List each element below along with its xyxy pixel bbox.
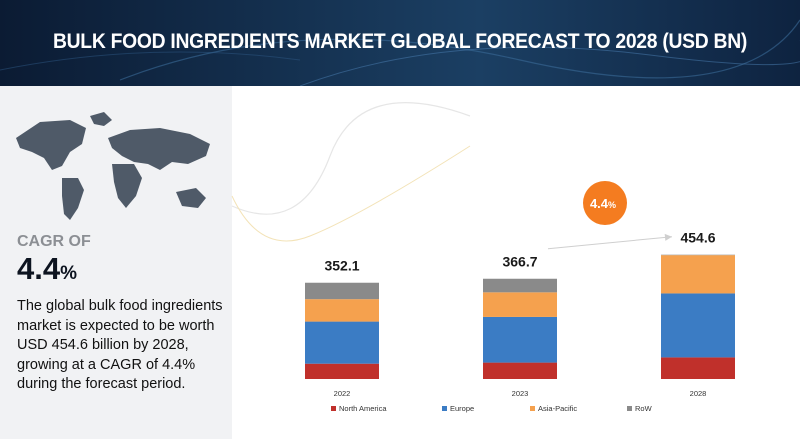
bar-segment-europe-2022 (305, 321, 379, 364)
legend-swatch-north-america (331, 406, 336, 411)
legend: North America Europe Asia-Pacific RoW (331, 404, 653, 413)
bar-segment-row-2022 (305, 282, 379, 300)
cagr-percent-sign: % (60, 263, 78, 284)
bar-segment-north-america-2023 (483, 362, 557, 379)
x-tick-2023: 2023 (512, 389, 529, 398)
cagr-label: CAGR OF (17, 233, 91, 250)
total-label-2028: 454.6 (680, 230, 715, 246)
bar-segment-asia-pacific-2022 (305, 299, 379, 322)
x-tick-2028: 2028 (690, 389, 707, 398)
x-tick-2022: 2022 (334, 389, 351, 398)
decorative-curve (231, 145, 471, 242)
legend-swatch-europe (442, 406, 447, 411)
growth-arrow (547, 236, 673, 250)
bar-segment-north-america-2028 (661, 357, 735, 379)
growth-arrow-head (664, 233, 672, 241)
svg-text:4.4%: 4.4% (590, 196, 616, 211)
decorative-curve (231, 102, 471, 215)
summary-text: The global bulk food ingredients market … (17, 298, 223, 393)
bar-segment-north-america-2022 (305, 363, 379, 379)
world-map-icon (16, 112, 210, 220)
cagr-badge: 4.4% (583, 181, 627, 225)
bar-segment-europe-2028 (661, 293, 735, 358)
total-label-2023: 366.7 (502, 254, 537, 270)
legend-label-europe: Europe (450, 404, 474, 413)
badge-circle (583, 181, 627, 225)
banner-light-streaks (0, 19, 800, 86)
bar-segment-asia-pacific-2023 (483, 292, 557, 317)
legend-label-row: RoW (635, 404, 653, 413)
cagr-value: 4.4% (17, 251, 77, 287)
cagr-number: 4.4 (17, 251, 61, 286)
title-banner: BULK FOOD INGREDIENTS MARKET GLOBAL FORE… (0, 0, 800, 86)
bars-group (305, 254, 735, 379)
stacked-bar-chart: 352.1 366.7 454.6 2022 2023 2028 4.4% North … (231, 102, 735, 413)
legend-swatch-row (627, 406, 632, 411)
bar-segment-asia-pacific-2028 (661, 255, 735, 294)
totals-group: 352.1 366.7 454.6 (324, 230, 715, 274)
summary-panel: CAGR OF 4.4% The global bulk food ingred… (0, 86, 232, 439)
bar-segment-europe-2023 (483, 316, 557, 363)
chart-title: BULK FOOD INGREDIENTS MARKET GLOBAL FORE… (52, 30, 748, 53)
legend-swatch-asia-pacific (530, 406, 535, 411)
badge-unit: % (608, 200, 616, 210)
x-axis-ticks: 2022 2023 2028 (334, 389, 707, 398)
legend-label-asia-pacific: Asia-Pacific (538, 404, 577, 413)
bar-segment-row-2023 (483, 278, 557, 293)
legend-label-north-america: North America (339, 404, 387, 413)
badge-value: 4.4 (590, 196, 609, 211)
total-label-2022: 352.1 (324, 258, 359, 274)
